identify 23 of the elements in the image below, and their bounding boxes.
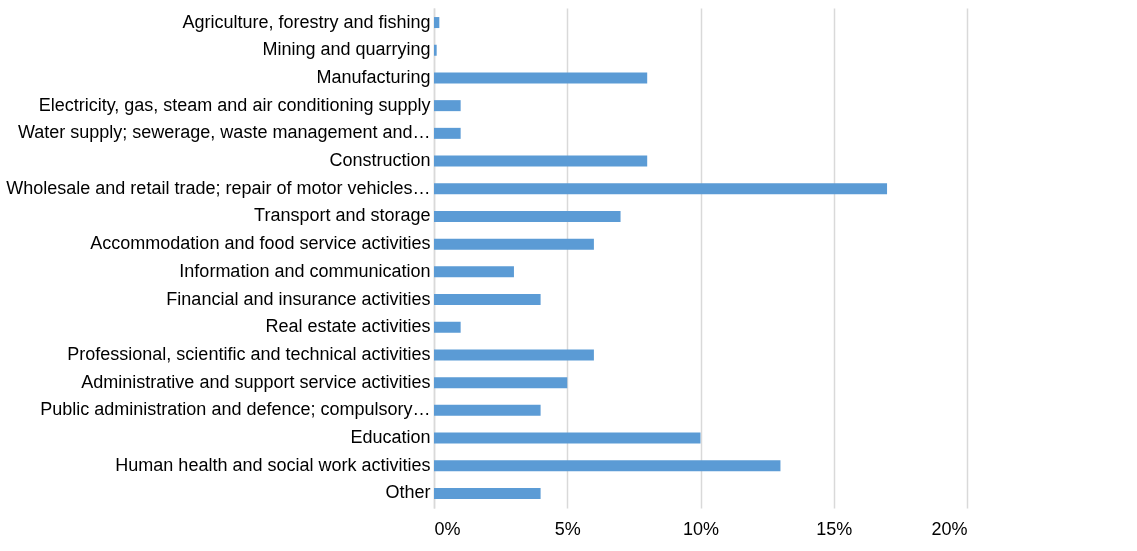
x-tick-label: 15% [816,518,853,539]
y-tick-label: Real estate activities [265,316,431,337]
y-tick-label: Professional, scientific and technical activities [67,343,431,364]
y-tick-label: Construction [329,150,431,171]
x-tick-label: 0% [434,518,461,539]
x-tick-label: 20% [931,518,968,539]
x-tick-label: 5% [554,518,581,539]
y-tick-label: Accommodation and food service activities [90,233,431,254]
y-tick-label: Electricity, gas, steam and air conditioning supply [38,94,431,115]
y-tick-label: Human health and social work activities [115,454,431,475]
x-tick-label: 10% [682,518,720,539]
y-tick-label: Manufacturing [316,66,431,87]
y-tick-label: Water supply; sewerage, waste management and… [17,122,431,143]
y-tick-label: Other [385,482,431,503]
y-tick-label: Agriculture, forestry and fishing [182,11,431,32]
y-tick-label: Public administration and defence; compulsory… [40,399,431,420]
y-tick-label: Administrative and support service activities [81,371,431,392]
y-tick-label: Education [350,427,431,448]
y-tick-label: Wholesale and retail trade; repair of motor vehicles… [6,177,431,198]
y-tick-label: Information and communication [179,260,431,281]
y-tick-label: Transport and storage [254,205,431,226]
y-tick-label: Mining and quarrying [262,39,431,60]
y-tick-label: Financial and insurance activities [166,288,431,309]
